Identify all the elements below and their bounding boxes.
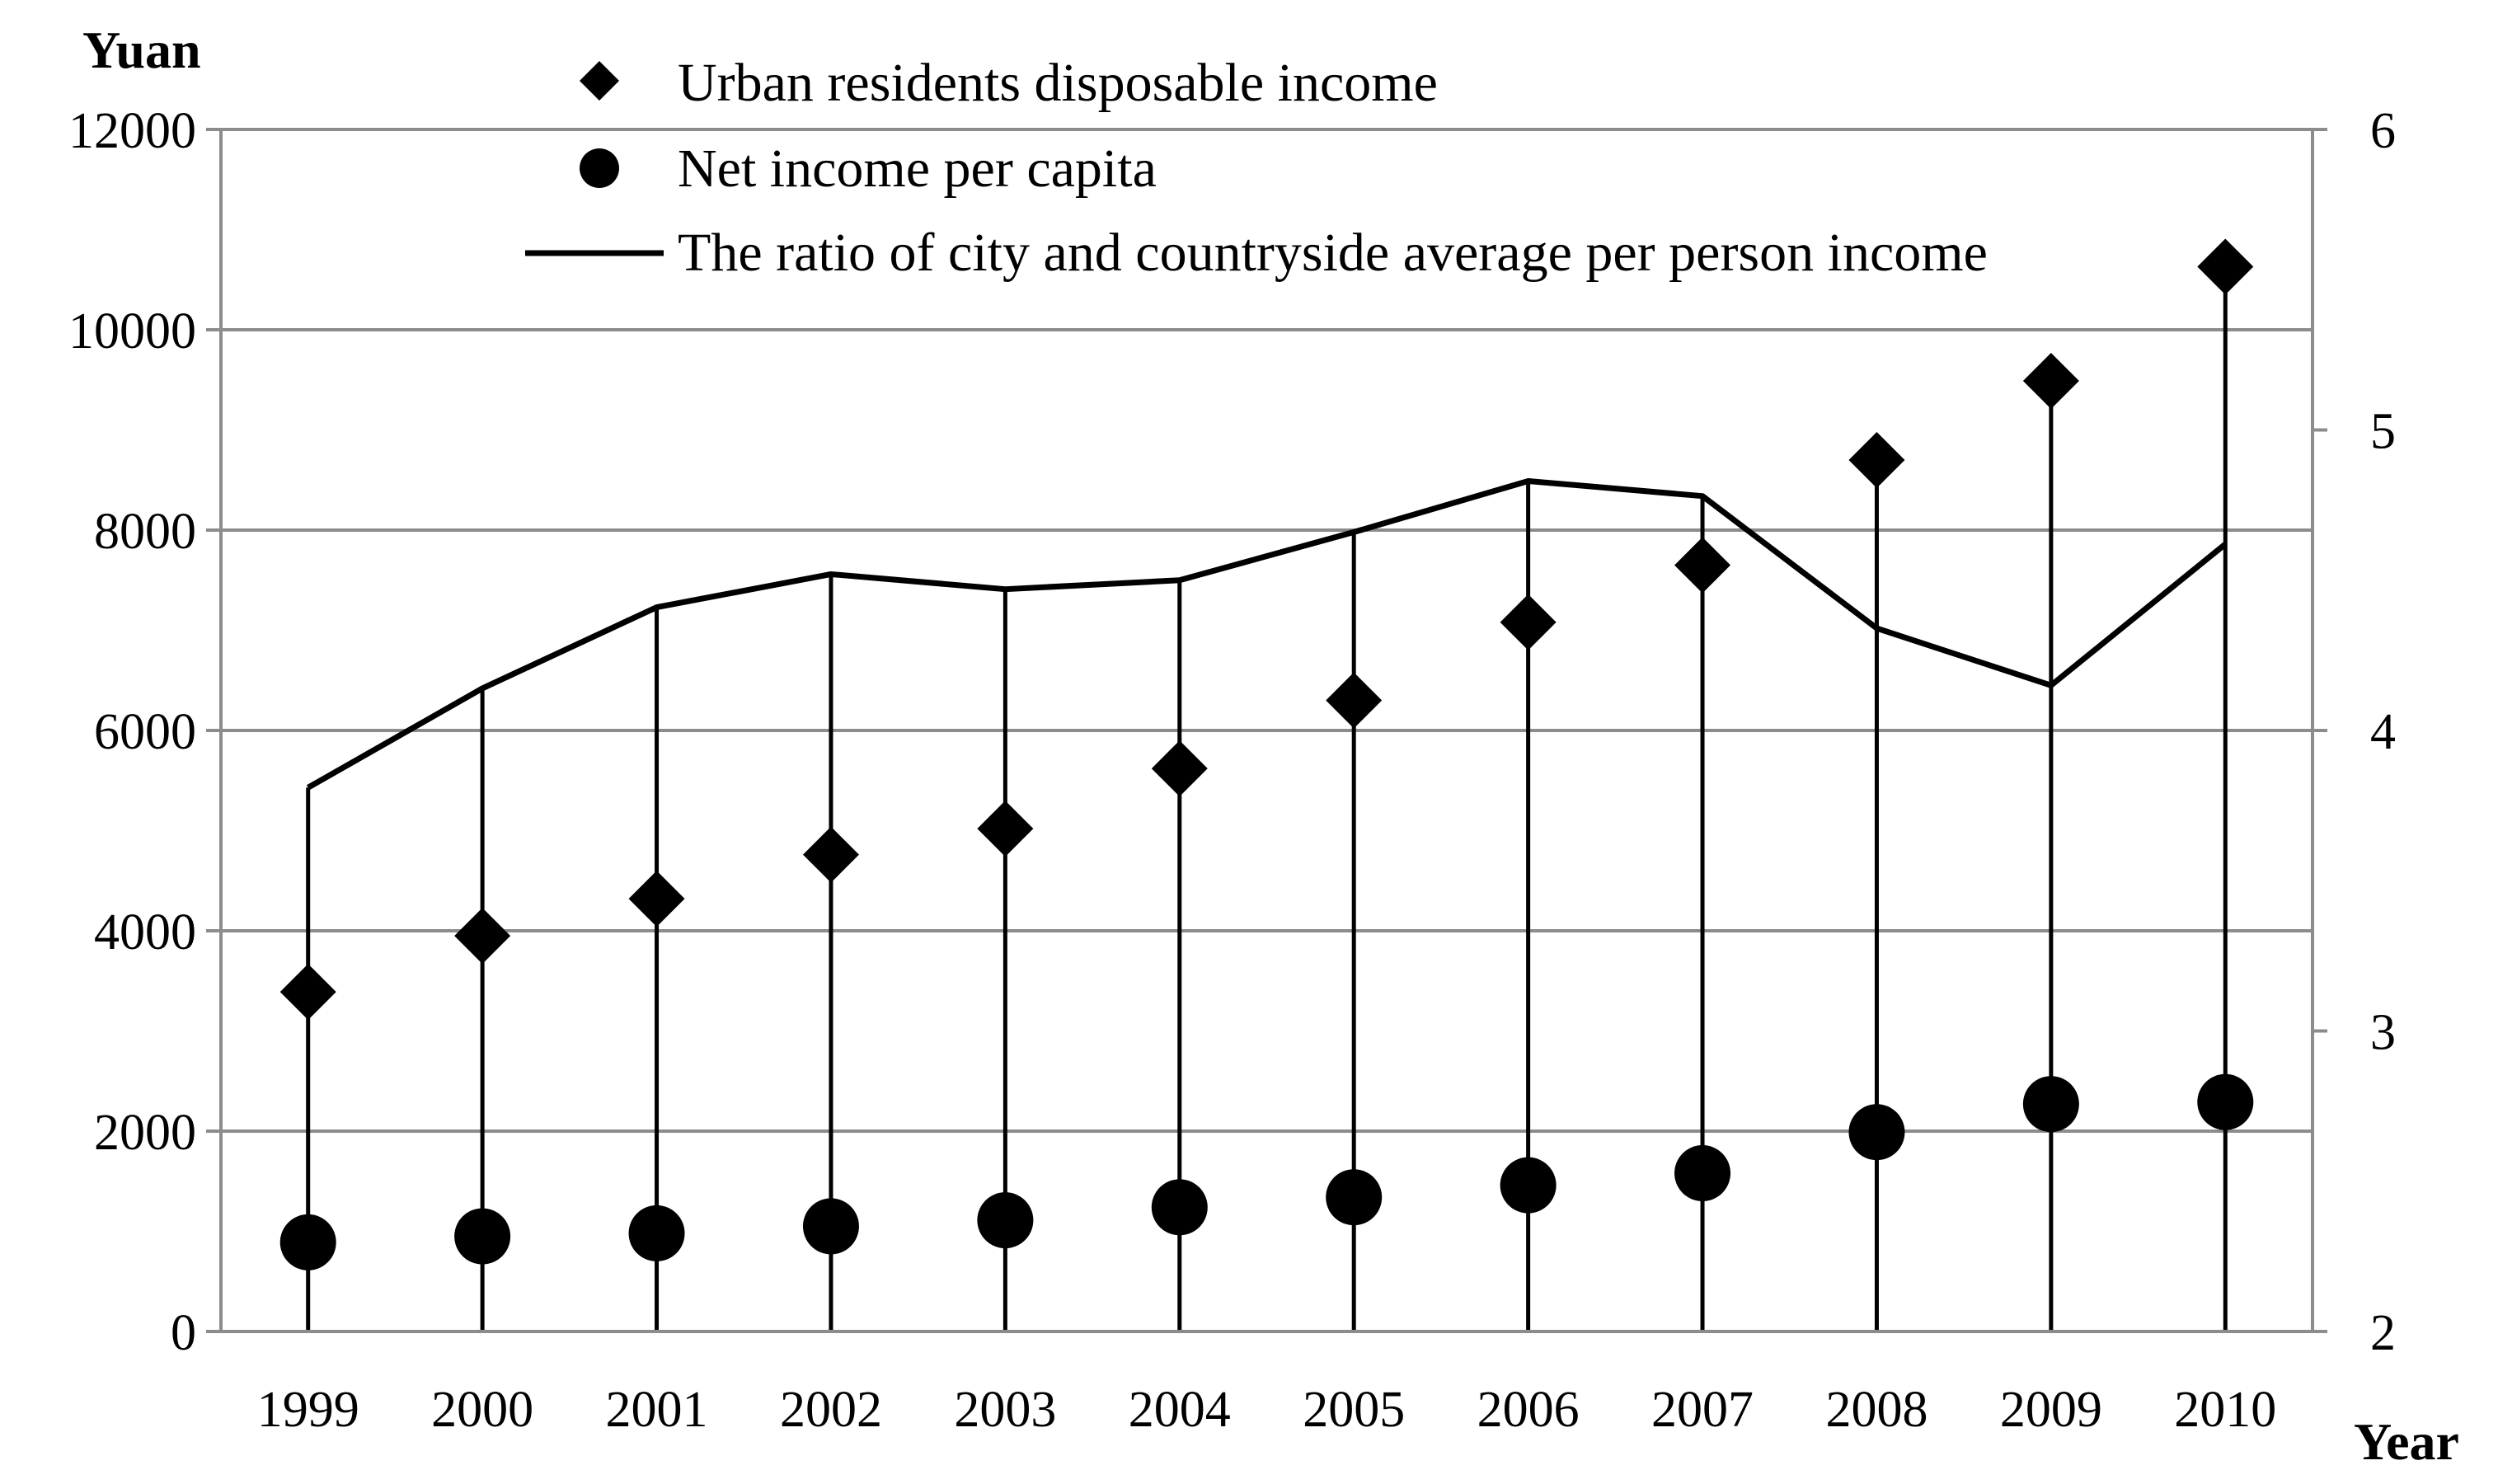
left-tick-label: 4000 [94,904,196,960]
urban-income-marker [1500,594,1557,650]
y-axis-title: Yuan [82,21,201,79]
left-tick-label: 2000 [94,1105,196,1161]
net-income-marker [977,1192,1034,1249]
x-tick-label: 2007 [1651,1382,1754,1438]
right-tick-label: 6 [2370,103,2396,159]
net-income-marker [802,1198,859,1255]
legend: Urban residents disposable income Net in… [525,53,1988,283]
x-tick-label: 2002 [780,1382,882,1438]
x-tick-label: 2000 [431,1382,533,1438]
urban-income-marker [1848,431,1905,488]
ratio-line [306,477,2228,791]
net-income-marker [454,1208,511,1265]
urban-income-marker [1674,537,1731,594]
left-tick-label: 8000 [94,504,196,560]
right-tick-label: 5 [2370,404,2396,460]
x-axis-ticks: 1999 2000 2001 2002 2003 2004 2005 2006 2007 2008… [257,1382,2277,1438]
net-income-marker [2197,1073,2254,1130]
net-income-marker [1500,1157,1557,1214]
x-tick-label: 2005 [1303,1382,1405,1438]
legend-label-ratio: The ratio of city and countryside averag… [678,223,1988,283]
urban-income-marker [802,826,859,883]
urban-income-marker [628,871,685,928]
ratio-series [306,477,2228,791]
urban-income-marker [977,801,1034,857]
x-tick-label: 2010 [2174,1382,2276,1438]
net-income-marker [279,1214,336,1270]
x-tick-label: 2006 [1477,1382,1580,1438]
net-income-marker [1674,1145,1731,1202]
legend-item-ratio: The ratio of city and countryside averag… [525,223,1988,283]
x-tick-label: 2009 [2000,1382,2102,1438]
left-tick-label: 10000 [68,303,196,359]
urban-income-marker [279,964,336,1021]
left-tick-label: 6000 [94,704,196,760]
legend-label-net: Net income per capita [678,139,1157,199]
left-tick-label: 12000 [68,103,196,159]
net-income-marker [1151,1179,1208,1236]
right-tick-label: 4 [2370,704,2396,760]
left-axis-ticks: 0 2000 4000 6000 8000 10000 12000 [68,103,196,1361]
net-income-marker [2022,1076,2079,1133]
urban-income-marker [1326,672,1383,729]
x-tick-label: 2001 [606,1382,708,1438]
urban-income-marker [454,908,511,965]
urban-income-marker [2197,238,2254,295]
legend-circle-icon [580,148,619,188]
right-axis-ticks: 2 3 4 5 6 [2370,103,2396,1361]
x-tick-label: 2008 [1825,1382,1927,1438]
markers [279,238,2254,1270]
net-income-marker [1326,1169,1383,1226]
urban-income-marker [2022,352,2079,409]
drop-lines [306,266,2228,1331]
legend-diamond-icon [580,61,619,101]
gridlines [221,128,2313,1133]
x-tick-label: 2004 [1129,1382,1231,1438]
net-income-marker [1848,1104,1905,1161]
right-tick-label: 3 [2370,1005,2396,1061]
legend-label-urban: Urban residents disposable income [678,53,1438,113]
x-tick-label: 1999 [257,1382,359,1438]
plot-frame [206,128,2327,1333]
net-income-marker [628,1205,685,1261]
legend-item-urban: Urban residents disposable income [580,53,1438,113]
right-tick-label: 2 [2370,1305,2396,1361]
x-tick-label: 2003 [954,1382,1056,1438]
x-axis-title: Year [2354,1412,2459,1471]
legend-item-net: Net income per capita [580,139,1157,199]
left-tick-label: 0 [171,1305,196,1361]
urban-income-marker [1151,740,1208,797]
